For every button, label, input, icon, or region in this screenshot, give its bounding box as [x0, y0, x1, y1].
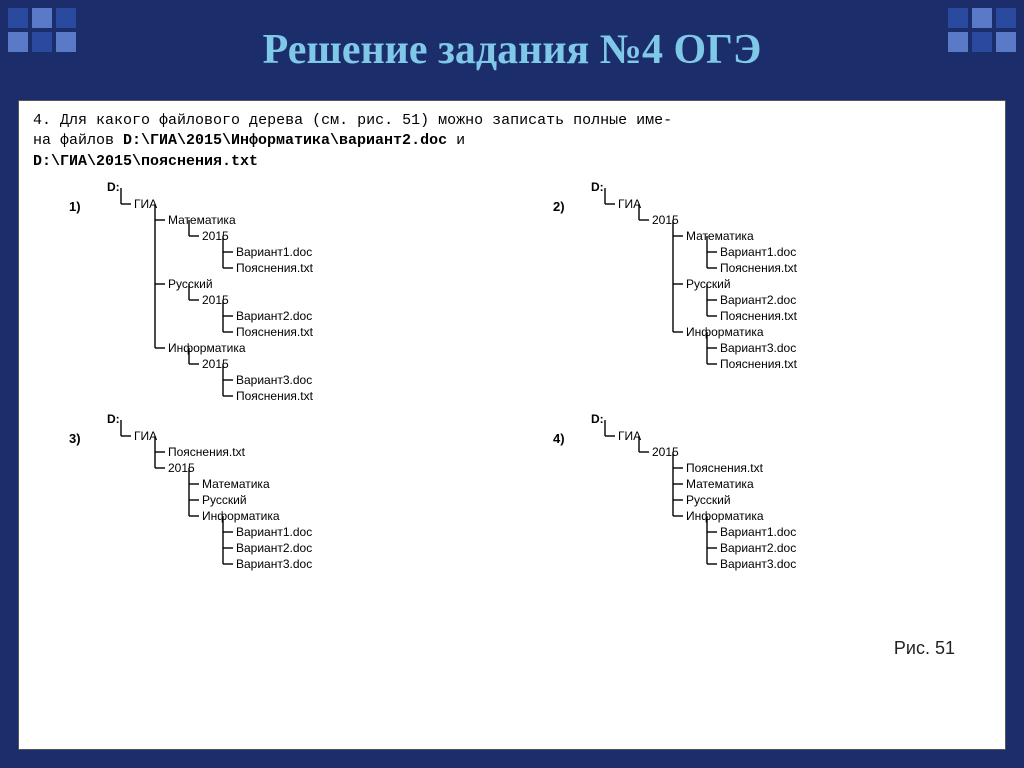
svg-text:2015: 2015 — [202, 293, 229, 307]
svg-text:2015: 2015 — [168, 461, 195, 475]
trees-grid: 1) D: ГИА Математика 2015 Вариант1.doc Поясне… — [33, 180, 991, 576]
svg-text:Вариант1.doc: Вариант1.doc — [236, 525, 312, 539]
svg-text:ГИА: ГИА — [618, 429, 641, 443]
svg-text:D:: D: — [107, 412, 120, 426]
question-text: 4. Для какого файлового дерева (см. рис.… — [33, 111, 991, 172]
question-line2a: на файлов — [33, 132, 123, 149]
svg-text:Русский: Русский — [686, 277, 731, 291]
svg-text:ГИА: ГИА — [134, 197, 157, 211]
question-line2b: и — [447, 132, 465, 149]
svg-text:Русский: Русский — [168, 277, 213, 291]
slide-title: Решение задания №4 ОГЭ — [263, 26, 762, 74]
question-line1: Для какого файлового дерева (см. рис. 51… — [60, 112, 672, 129]
svg-text:Вариант2.doc: Вариант2.doc — [720, 541, 796, 555]
file-tree-4: D: ГИА 2015 Пояснения.txt Математика Русский И… — [589, 412, 991, 576]
figure-caption: Рис. 51 — [894, 638, 955, 659]
svg-text:D:: D: — [591, 180, 604, 194]
svg-text:ГИА: ГИА — [134, 429, 157, 443]
svg-text:2015: 2015 — [652, 213, 679, 227]
svg-text:Пояснения.txt: Пояснения.txt — [720, 261, 798, 275]
svg-text:Пояснения.txt: Пояснения.txt — [720, 357, 798, 371]
svg-text:Математика: Математика — [686, 229, 754, 243]
svg-text:Русский: Русский — [202, 493, 247, 507]
question-path2: D:\ГИА\2015\пояснения.txt — [33, 153, 258, 170]
svg-text:Вариант3.doc: Вариант3.doc — [720, 341, 796, 355]
svg-text:Информатика: Информатика — [686, 325, 764, 339]
corner-decor-top-right — [948, 8, 1016, 52]
svg-text:Пояснения.txt: Пояснения.txt — [720, 309, 798, 323]
svg-text:Математика: Математика — [686, 477, 754, 491]
question-number: 4. — [33, 112, 51, 129]
option-4: 4) D: ГИА 2015 Пояснения.txt Математика Русск… — [517, 412, 991, 576]
svg-text:Пояснения.txt: Пояснения.txt — [236, 261, 314, 275]
option-3: 3) D: ГИА Пояснения.txt 2015 Математика Русск… — [33, 412, 507, 576]
svg-text:Вариант1.doc: Вариант1.doc — [236, 245, 312, 259]
svg-text:2015: 2015 — [652, 445, 679, 459]
svg-text:Вариант3.doc: Вариант3.doc — [236, 557, 312, 571]
svg-text:Вариант1.doc: Вариант1.doc — [720, 245, 796, 259]
slide-header: Решение задания №4 ОГЭ — [0, 0, 1024, 100]
svg-text:Вариант3.doc: Вариант3.doc — [236, 373, 312, 387]
svg-text:Русский: Русский — [686, 493, 731, 507]
svg-text:Вариант2.doc: Вариант2.doc — [236, 309, 312, 323]
svg-text:Математика: Математика — [168, 213, 236, 227]
content-card: 4. Для какого файлового дерева (см. рис.… — [18, 100, 1006, 750]
option-1: 1) D: ГИА Математика 2015 Вариант1.doc Поясне… — [33, 180, 507, 408]
question-path1: D:\ГИА\2015\Информатика\вариант2.doc — [123, 132, 447, 149]
svg-text:D:: D: — [591, 412, 604, 426]
corner-decor-top-left — [8, 8, 76, 52]
svg-text:D:: D: — [107, 180, 120, 194]
slide-frame: Решение задания №4 ОГЭ 4. Для какого фай… — [0, 0, 1024, 768]
option-number: 3) — [69, 430, 81, 448]
svg-text:2015: 2015 — [202, 357, 229, 371]
file-tree-3: D: ГИА Пояснения.txt 2015 Математика Русский И… — [105, 412, 507, 576]
svg-text:Вариант3.doc: Вариант3.doc — [720, 557, 796, 571]
svg-text:Вариант2.doc: Вариант2.doc — [236, 541, 312, 555]
svg-text:Информатика: Информатика — [168, 341, 246, 355]
svg-text:ГИА: ГИА — [618, 197, 641, 211]
svg-text:Пояснения.txt: Пояснения.txt — [686, 461, 764, 475]
svg-text:Пояснения.txt: Пояснения.txt — [236, 389, 314, 403]
option-number: 1) — [69, 198, 81, 216]
option-2: 2) D: ГИА 2015 Математика Вариант1.doc Поясне… — [517, 180, 991, 408]
svg-text:Информатика: Информатика — [202, 509, 280, 523]
file-tree-2: D: ГИА 2015 Математика Вариант1.doc Пояснения… — [589, 180, 991, 376]
svg-text:Информатика: Информатика — [686, 509, 764, 523]
svg-text:Пояснения.txt: Пояснения.txt — [168, 445, 246, 459]
svg-text:Пояснения.txt: Пояснения.txt — [236, 325, 314, 339]
file-tree-1: D: ГИА Математика 2015 Вариант1.doc Пояснения… — [105, 180, 507, 408]
svg-text:Вариант1.doc: Вариант1.doc — [720, 525, 796, 539]
svg-text:2015: 2015 — [202, 229, 229, 243]
svg-text:Математика: Математика — [202, 477, 270, 491]
option-number: 4) — [553, 430, 565, 448]
option-number: 2) — [553, 198, 565, 216]
svg-text:Вариант2.doc: Вариант2.doc — [720, 293, 796, 307]
